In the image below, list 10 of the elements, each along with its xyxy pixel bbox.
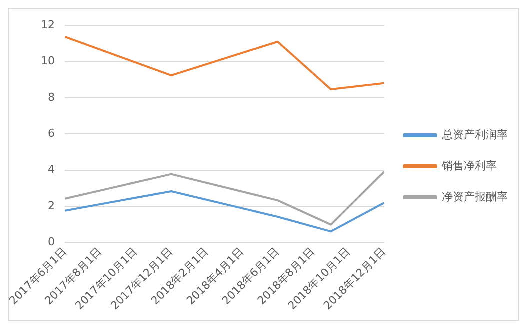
y-tick-label: 12	[41, 18, 56, 32]
y-tick-label: 10	[41, 54, 56, 68]
legend-label: 净资产报酬率	[442, 190, 508, 204]
y-tick-label: 8	[48, 90, 56, 104]
legend-label: 总资产利润率	[440, 128, 508, 142]
y-tick-label: 6	[48, 127, 56, 140]
legend-label: 销售净利率	[440, 159, 497, 172]
y-tick-label: 0	[48, 236, 56, 249]
y-tick-label: 2	[48, 199, 56, 212]
y-tick-label: 4	[48, 163, 56, 176]
